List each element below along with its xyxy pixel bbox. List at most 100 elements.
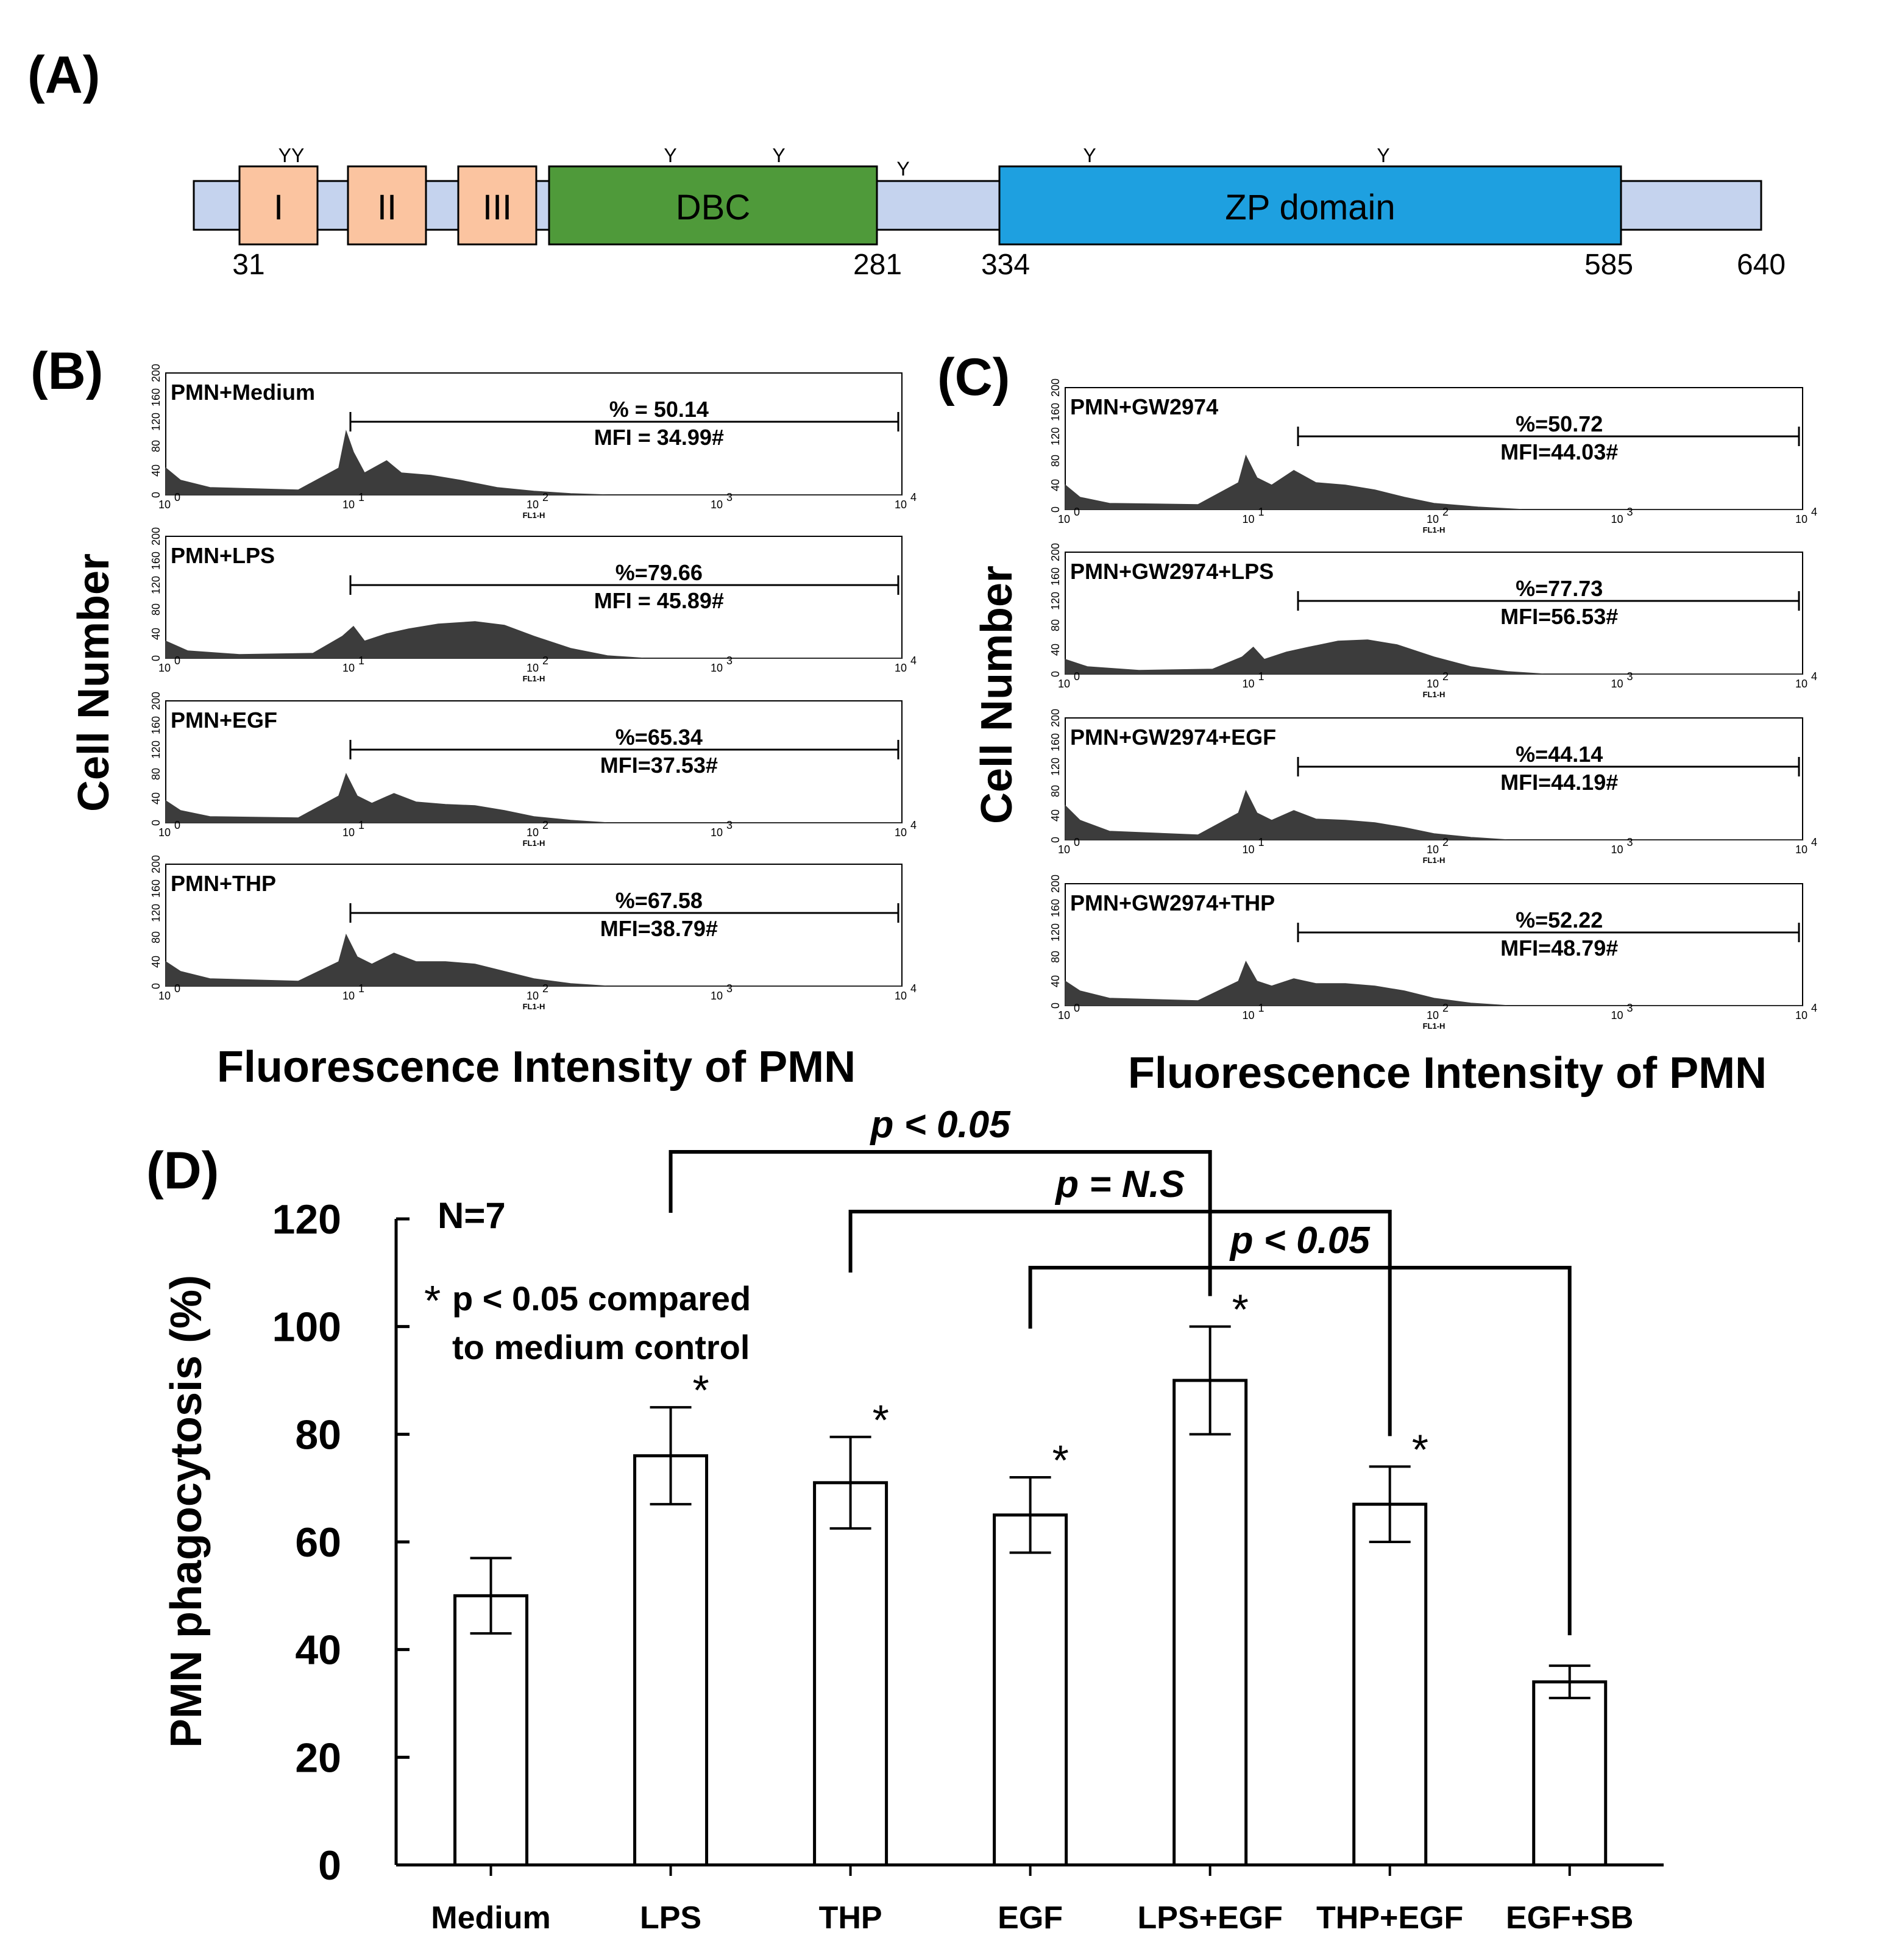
histogram-x-tick-base: 10: [527, 990, 539, 1002]
domain-zp: [998, 165, 1622, 246]
histogram-y-tick: 40: [1049, 809, 1062, 822]
histogram-y-tick: 160: [150, 552, 162, 570]
histogram-y-tick: 200: [150, 527, 162, 545]
histogram-x-tick-base: 10: [1611, 513, 1623, 525]
gate-mfi: MFI=38.79#: [600, 916, 718, 941]
histogram-distribution: [165, 773, 902, 823]
histogram-x-tick-base: 10: [527, 499, 539, 511]
histogram-distribution: [1065, 960, 1803, 1006]
histogram-x-tick-base: 10: [158, 662, 171, 674]
histogram-x-tick-base: 10: [895, 826, 907, 839]
histogram-x-tick-exp: 2: [542, 491, 548, 503]
histogram-y-tick: 0: [150, 820, 162, 826]
position-31: 31: [232, 249, 264, 281]
histogram-b-4: PMN+THP%=67.58MFI=38.79#0408012016020010…: [150, 855, 917, 1011]
glyco-marker-3: Y: [772, 144, 785, 166]
panel-a-label: (A): [27, 46, 100, 104]
histogram-axis-title: FL1-H: [523, 839, 545, 848]
histogram-x-tick-base: 10: [1795, 513, 1807, 525]
histogram-x-tick-base: 10: [1058, 513, 1070, 525]
glyco-marker-1: YY: [278, 144, 305, 166]
histogram-y-tick: 120: [1049, 427, 1062, 446]
histogram-x-tick-exp: 1: [1258, 836, 1265, 848]
histogram-x-tick-base: 10: [1427, 843, 1439, 856]
histogram-x-tick-exp: 3: [726, 491, 732, 503]
panel-d-label: (D): [146, 1142, 219, 1200]
histogram-x-tick-base: 10: [342, 990, 355, 1002]
histogram-y-tick: 40: [150, 628, 162, 640]
histogram-distribution: [1065, 454, 1803, 510]
histogram-distribution: [165, 430, 902, 495]
histogram-axis-title: FL1-H: [1423, 1021, 1445, 1031]
histogram-y-tick: 200: [1049, 543, 1062, 561]
y-tick-label: 40: [295, 1627, 341, 1674]
histogram-x-tick-exp: 2: [1442, 1002, 1449, 1014]
domain-i: [238, 165, 319, 246]
histogram-x-tick-exp: 4: [910, 491, 917, 503]
gate-mfi: MFI=56.53#: [1500, 604, 1618, 629]
y-tick-label: 100: [272, 1304, 341, 1351]
histogram-x-tick-base: 10: [895, 662, 907, 674]
histogram-x-tick-exp: 0: [1074, 1002, 1080, 1014]
histogram-x-tick-base: 10: [342, 662, 355, 674]
gate-percent: %=65.34: [615, 725, 703, 750]
histogram-y-tick: 40: [1049, 975, 1062, 987]
gate-percent: % = 50.14: [609, 397, 709, 422]
histogram-y-tick: 160: [150, 388, 162, 407]
histogram-x-tick-base: 10: [1058, 843, 1070, 856]
c-y-axis-label: Cell Number: [973, 566, 1021, 824]
histogram-y-tick: 160: [150, 879, 162, 898]
histogram-sample-label: PMN+GW2974+THP: [1070, 890, 1275, 915]
histogram-y-tick: 0: [150, 983, 162, 989]
histogram-distribution: [1065, 790, 1803, 840]
glyco-marker-5: Y: [1083, 144, 1096, 166]
bar-lps-egf: [1172, 1379, 1248, 1867]
domain-iii-label: III: [483, 188, 512, 227]
histogram-x-tick-exp: 1: [358, 655, 364, 667]
n-annotation: N=7: [438, 1195, 506, 1236]
histogram-y-tick: 160: [150, 716, 162, 734]
bar-egf: [993, 1513, 1068, 1867]
category-label: Medium: [431, 1900, 550, 1936]
domain-zp-label: ZP domain: [1225, 188, 1395, 227]
histogram-x-tick-base: 10: [711, 990, 723, 1002]
b-x-axis-label: Fluorescence Intensity of PMN: [217, 1043, 856, 1092]
histogram-x-tick-base: 10: [527, 826, 539, 839]
d-y-axis-label: PMN phagocytosis (%): [162, 1275, 211, 1748]
histogram-x-tick-base: 10: [1242, 678, 1254, 690]
histogram-y-tick: 80: [1049, 455, 1062, 467]
histogram-x-tick-exp: 3: [1627, 1002, 1633, 1014]
glyco-marker-2: Y: [664, 144, 676, 166]
bar-lps: [633, 1454, 709, 1867]
comparison-bracket: [1028, 1266, 1572, 1636]
histogram-axis-title: FL1-H: [523, 511, 545, 520]
histogram-y-tick: 200: [1049, 709, 1062, 727]
y-tick-label: 0: [318, 1842, 341, 1889]
category-label: THP: [819, 1900, 882, 1936]
histogram-y-tick: 160: [1049, 567, 1062, 586]
histogram-x-tick-exp: 4: [1811, 836, 1817, 848]
gate-percent: %=77.73: [1516, 576, 1603, 601]
histogram-y-tick: 80: [150, 931, 162, 943]
histogram-y-tick: 200: [1049, 875, 1062, 893]
category-label: LPS: [640, 1900, 701, 1936]
histogram-y-tick: 40: [150, 464, 162, 477]
panel-b-label: (B): [30, 342, 103, 400]
histogram-y-tick: 40: [1049, 479, 1062, 491]
category-label: LPS+EGF: [1137, 1900, 1282, 1936]
comparison-bracket: [669, 1150, 1212, 1296]
histogram-x-tick-base: 10: [1611, 1009, 1623, 1021]
comparison-p-value: p < 0.05: [870, 1104, 1012, 1146]
histogram-x-tick-base: 10: [1427, 678, 1439, 690]
histogram-x-tick-base: 10: [711, 826, 723, 839]
gate-mfi: MFI = 45.89#: [594, 588, 724, 613]
histogram-x-tick-base: 10: [1795, 1009, 1807, 1021]
gate-percent: %=67.58: [615, 888, 703, 913]
histogram-y-tick: 40: [150, 792, 162, 804]
significance-star: *: [873, 1396, 889, 1444]
note-star: *: [424, 1277, 441, 1324]
histogram-x-tick-base: 10: [1242, 513, 1254, 525]
histogram-x-tick-exp: 1: [1258, 506, 1265, 518]
histogram-y-tick: 160: [1049, 403, 1062, 421]
